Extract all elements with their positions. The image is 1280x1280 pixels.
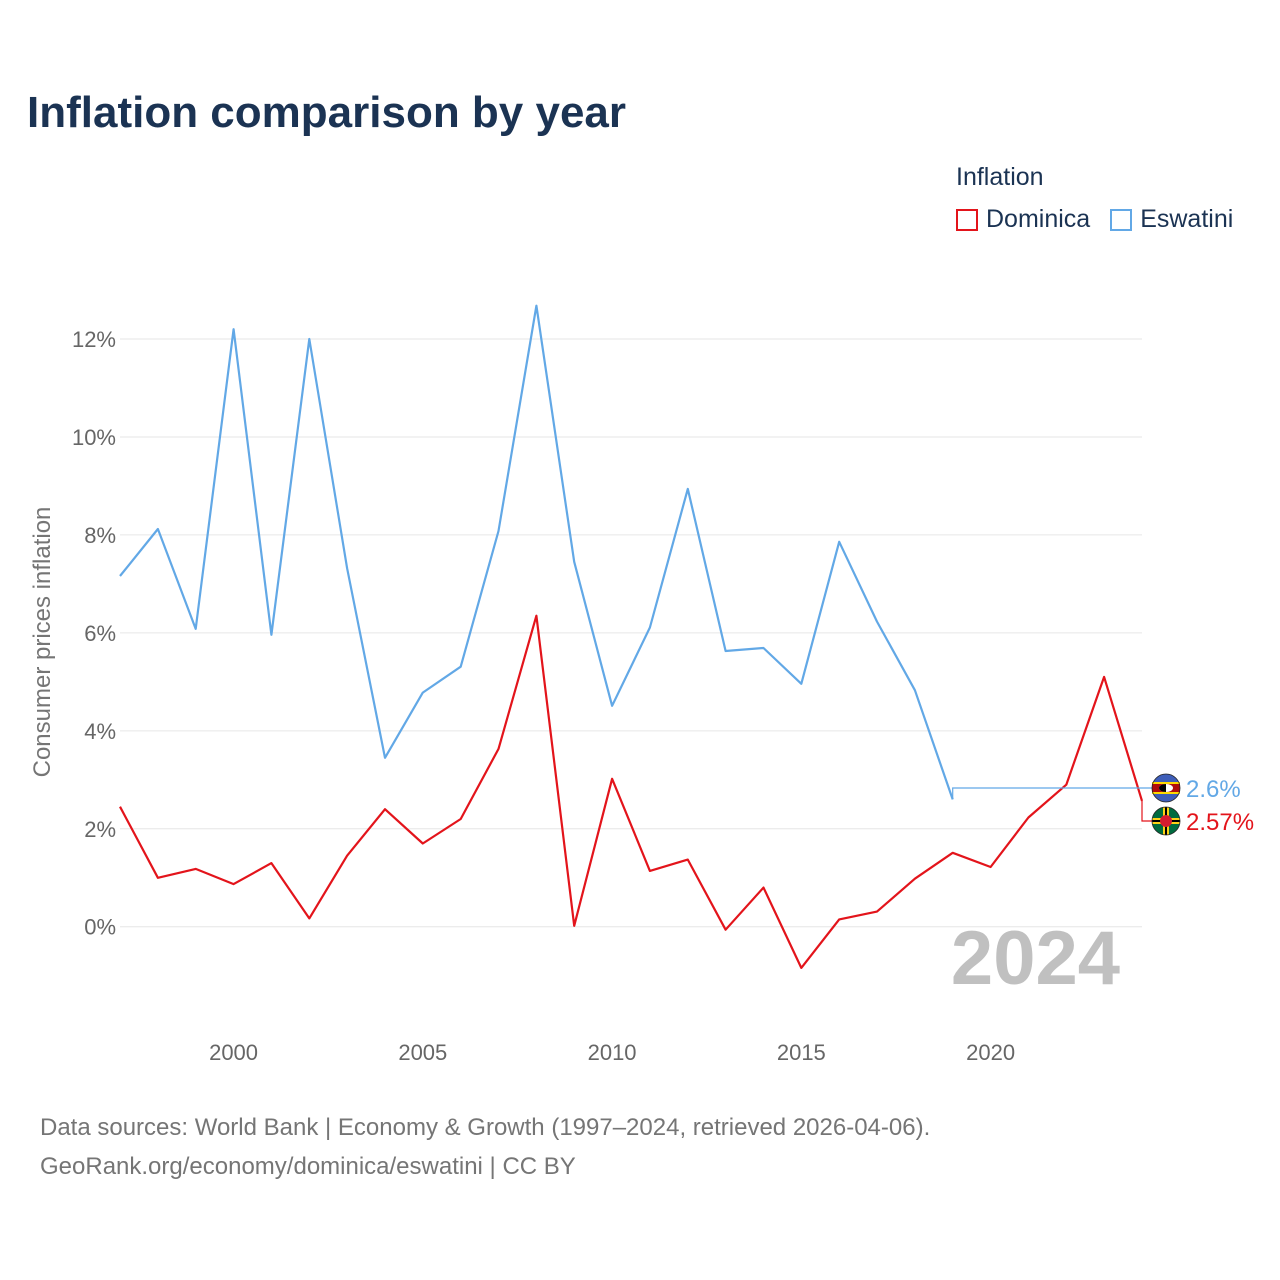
legend: Dominica Eswatini (956, 205, 1233, 234)
x-axis-ticks: 2000 2005 2010 2015 2020 (209, 1040, 1015, 1065)
y-tick-label: 10% (72, 425, 116, 450)
series-line-eswatini (119, 304, 954, 800)
x-tick-label: 2020 (966, 1040, 1015, 1065)
flag-eswatini-icon (1151, 773, 1181, 803)
y-tick-label: 8% (84, 523, 116, 548)
x-tick-label: 2010 (588, 1040, 637, 1065)
y-axis-ticks: 0% 2% 4% 6% 8% 10% 12% (72, 327, 116, 940)
y-tick-label: 0% (84, 915, 116, 940)
legend-swatch-dominica (956, 208, 978, 231)
x-tick-label: 2005 (398, 1040, 447, 1065)
end-label-eswatini: 2.6% (1186, 776, 1241, 803)
end-labels: 2.57% 2.6% (952, 773, 1254, 836)
series-line-dominica (119, 614, 1144, 970)
flag-band-top (1152, 782, 1180, 784)
flag-outline (1151, 806, 1181, 836)
legend-label-dominica: Dominica (986, 205, 1091, 233)
end-label-dominica: 2.57% (1186, 809, 1254, 836)
y-tick-label: 6% (84, 621, 116, 646)
connector-dominica (1141, 800, 1152, 822)
chart-title: Inflation comparison by year (27, 88, 627, 137)
footer-link: GeoRank.org/economy/dominica/eswatini | … (40, 1153, 576, 1180)
legend-swatch-eswatini (1110, 208, 1133, 231)
y-tick-label: 4% (84, 719, 116, 744)
flag-disc (1160, 815, 1172, 827)
legend-label-eswatini: Eswatini (1140, 205, 1234, 233)
flag-dominica-icon (1151, 806, 1181, 836)
year-watermark: 2024 (951, 916, 1120, 1001)
flag-outline (1151, 773, 1181, 803)
legend-item-dominica[interactable]: Dominica (956, 205, 1090, 234)
x-tick-label: 2015 (777, 1040, 826, 1065)
series-lines (119, 304, 1144, 970)
footer-sources: Data sources: World Bank | Economy & Gro… (40, 1114, 931, 1141)
grid-lines (120, 338, 1142, 928)
connector-eswatini (952, 787, 1152, 800)
y-tick-label: 12% (72, 327, 116, 352)
x-tick-label: 2000 (209, 1040, 258, 1065)
footer: Data sources: World Bank | Economy & Gro… (40, 1108, 930, 1186)
legend-title: Inflation (956, 163, 1044, 191)
y-tick-label: 2% (84, 817, 116, 842)
y-axis-label: Consumer prices inflation (29, 507, 56, 778)
flag-band-bottom (1152, 792, 1180, 794)
flag-shield-half (1159, 784, 1166, 792)
legend-item-eswatini[interactable]: Eswatini (1110, 205, 1233, 234)
